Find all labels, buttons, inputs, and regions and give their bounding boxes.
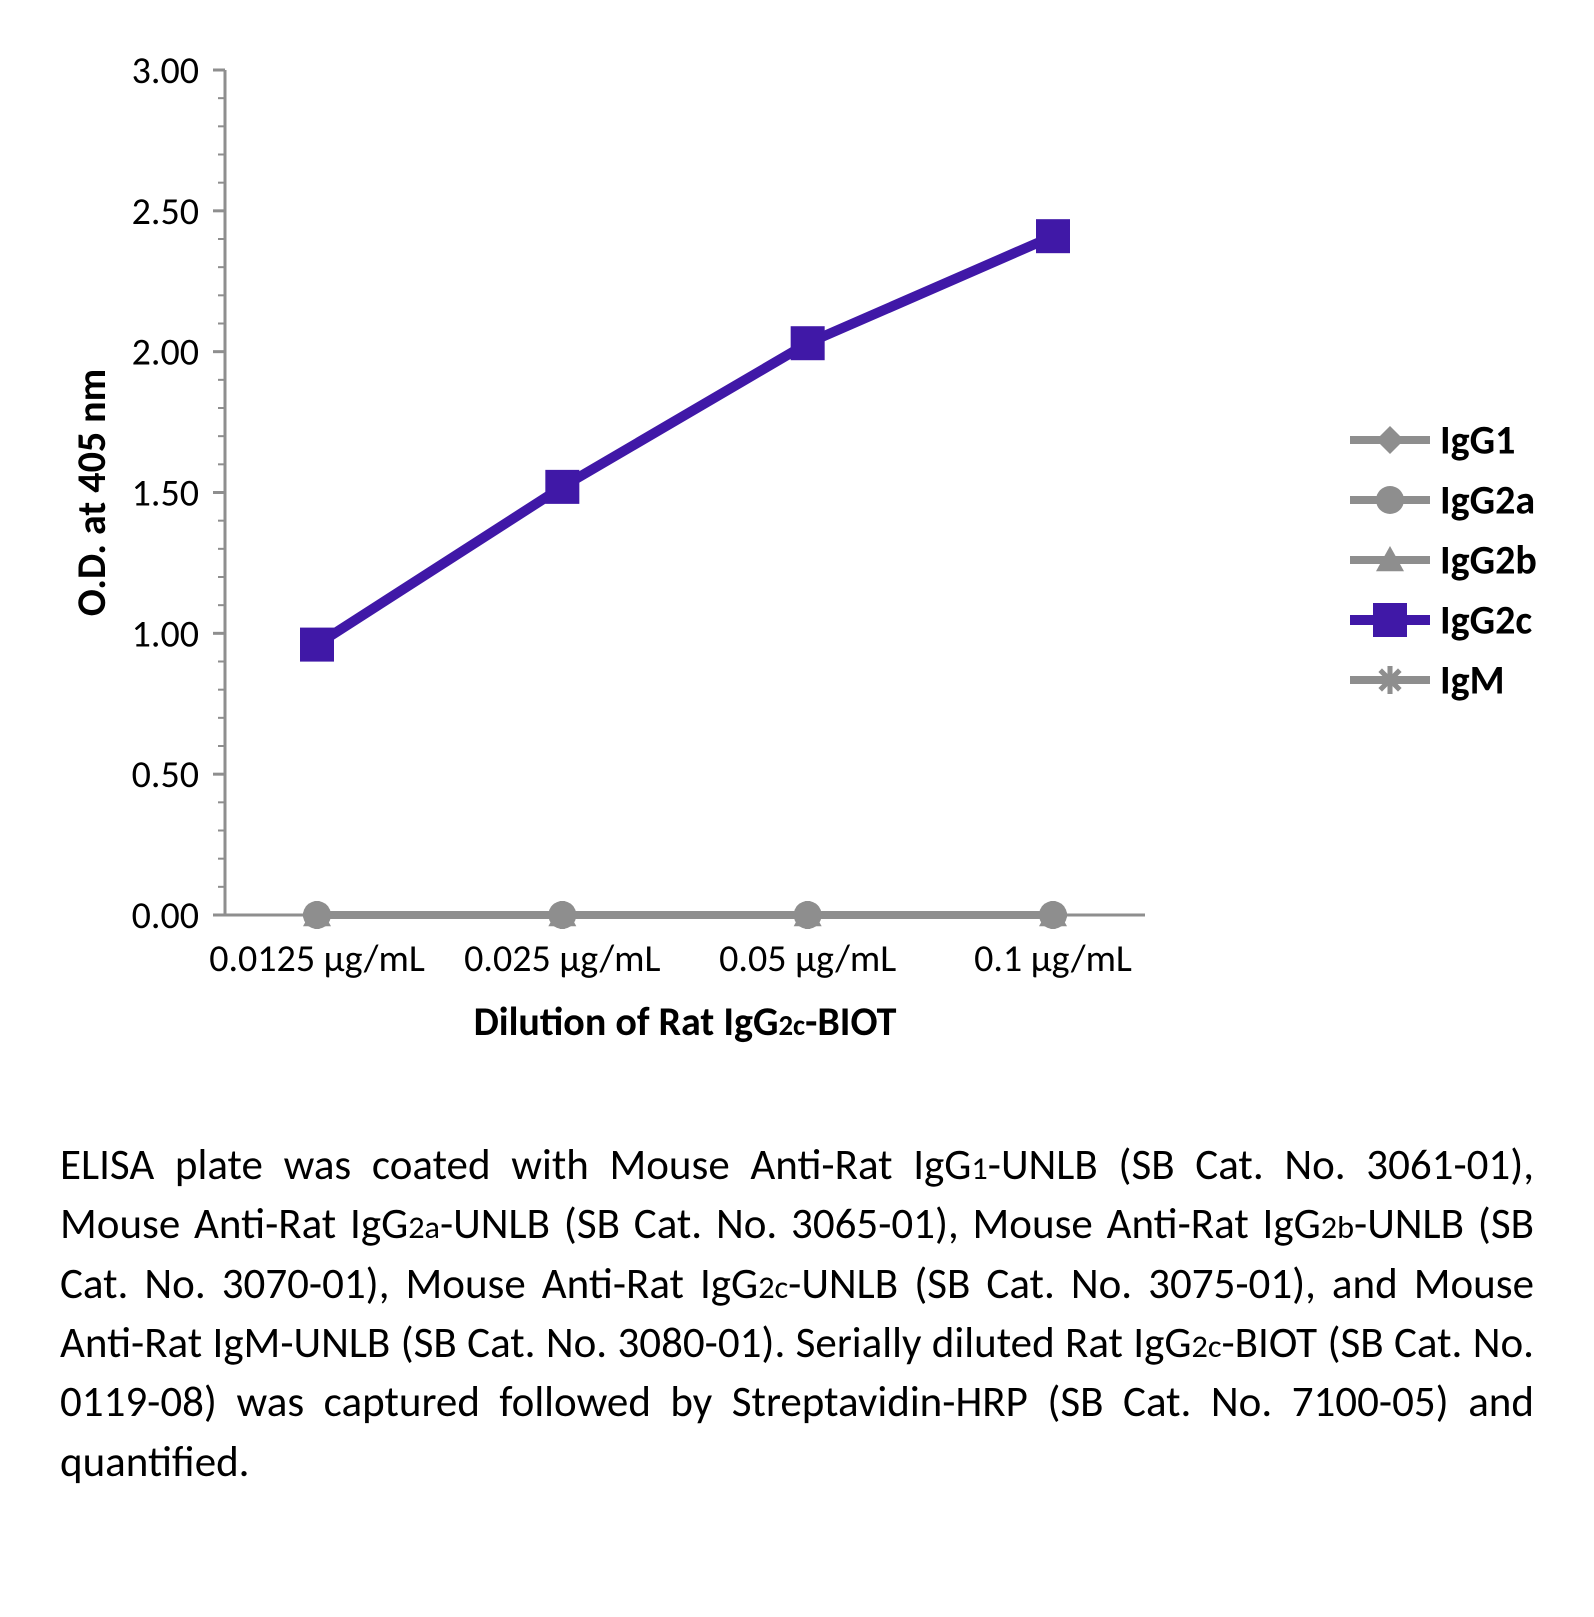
svg-text:IgG2c: IgG2c [1440,596,1532,645]
svg-text:IgG2b: IgG2b [1440,536,1537,585]
svg-text:3.00: 3.00 [132,48,199,94]
svg-text:0.00: 0.00 [132,893,199,939]
figure-container: 0.00 0.50 1.00 1.50 2.00 2.50 3.00 0.0125 µg/mL… [0,0,1594,1511]
chart-row: 0.00 0.50 1.00 1.50 2.00 2.50 3.00 0.0125 µg/mL… [50,30,1544,1095]
svg-text:1.50: 1.50 [132,471,199,517]
svg-text:0.0125 µg/mL: 0.0125 µg/mL [209,936,425,982]
chart-area: 0.00 0.50 1.00 1.50 2.00 2.50 3.00 0.0125 µg/mL… [50,30,1350,1095]
svg-text:0.025 µg/mL: 0.025 µg/mL [464,936,660,982]
svg-text:IgG2a: IgG2a [1440,476,1535,525]
svg-text:0.05 µg/mL: 0.05 µg/mL [719,936,896,982]
svg-text:IgG1: IgG1 [1440,416,1515,465]
legend: IgG1 IgG2a IgG2b IgG2c IgM [1350,410,1594,715]
line-chart: 0.00 0.50 1.00 1.50 2.00 2.50 3.00 0.0125 µg/mL… [50,30,1350,1090]
svg-text:0.1 µg/mL: 0.1 µg/mL [974,936,1132,982]
svg-text:1.00: 1.00 [132,611,199,657]
svg-text:2.50: 2.50 [132,189,199,235]
svg-text:O.D. at 405 nm: O.D. at 405 nm [67,369,116,616]
caption-text: ELISA plate was coated with Mouse Anti-R… [50,1135,1544,1491]
svg-text:2.00: 2.00 [132,330,199,376]
svg-text:0.50: 0.50 [132,752,199,798]
svg-text:Dilution of Rat IgG2c-BIOT: Dilution of Rat IgG2c-BIOT [474,997,897,1046]
svg-text:IgM: IgM [1440,656,1505,705]
